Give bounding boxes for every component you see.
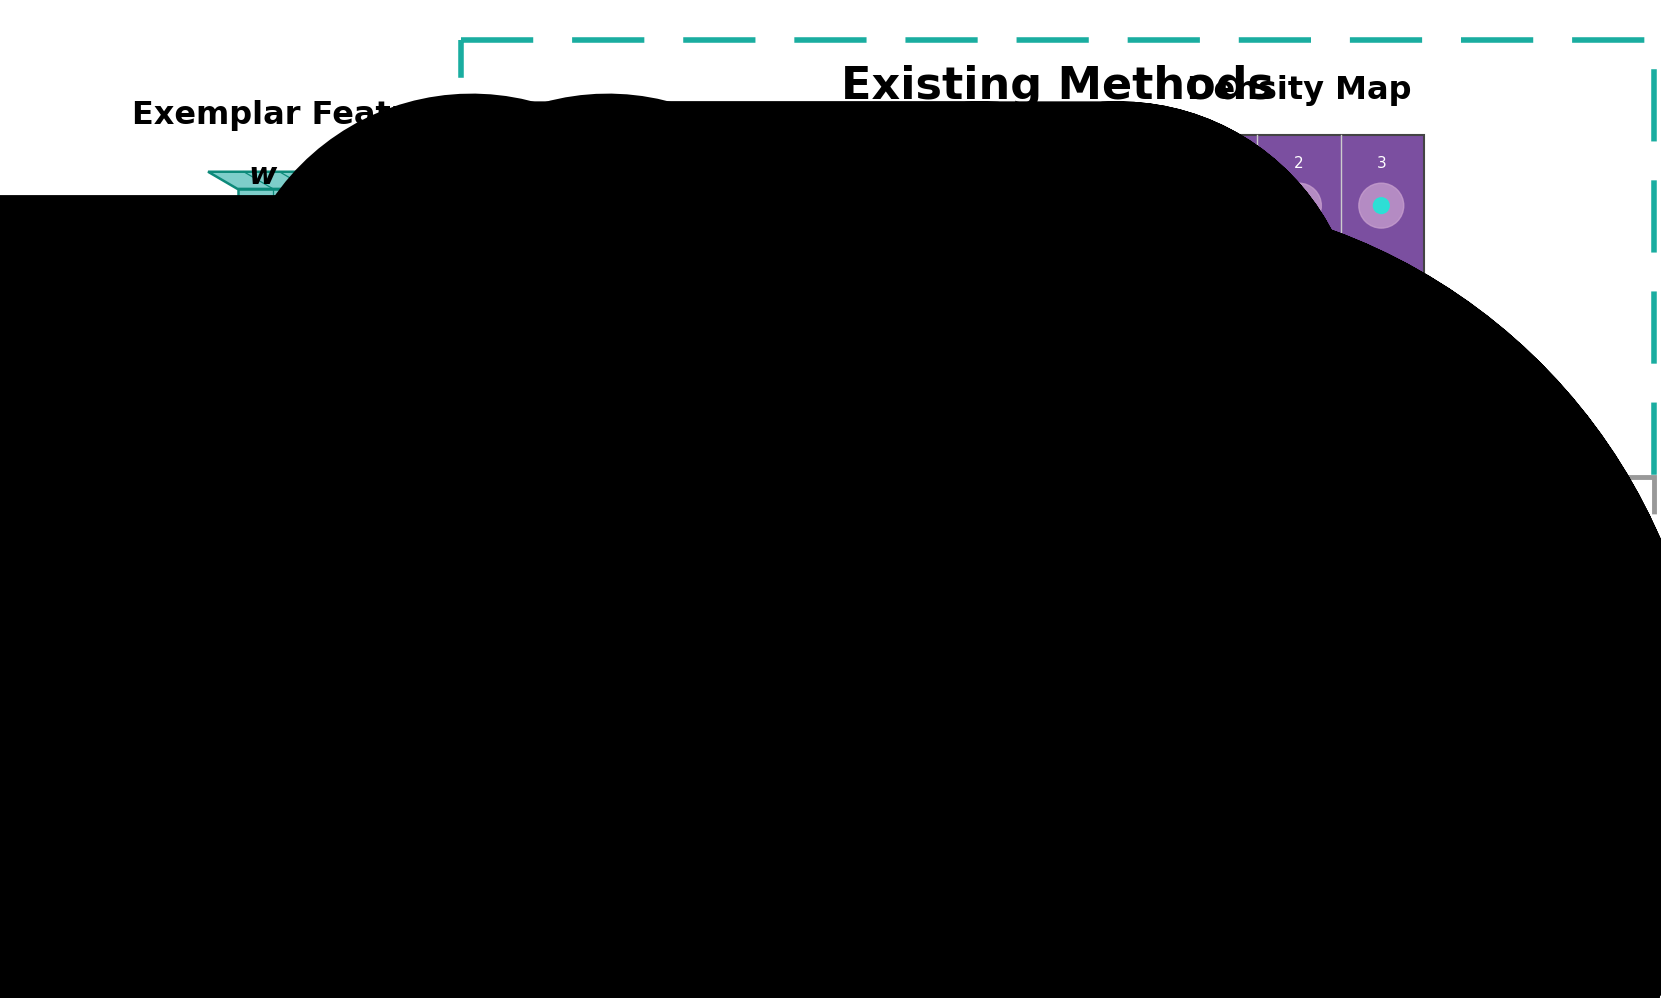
Circle shape bbox=[1191, 721, 1236, 765]
Text: 1: 1 bbox=[1211, 156, 1221, 171]
Polygon shape bbox=[188, 517, 355, 537]
Text: H: H bbox=[839, 782, 860, 808]
Polygon shape bbox=[485, 216, 513, 257]
Text: 4D Map: 4D Map bbox=[870, 940, 1000, 970]
Polygon shape bbox=[864, 699, 947, 891]
Text: Query Feature: Query Feature bbox=[178, 793, 437, 824]
Polygon shape bbox=[875, 282, 909, 474]
Circle shape bbox=[1276, 184, 1322, 229]
Text: h: h bbox=[211, 250, 233, 279]
Circle shape bbox=[1206, 609, 1222, 625]
Text: H: H bbox=[191, 632, 218, 661]
Circle shape bbox=[1276, 721, 1322, 765]
Polygon shape bbox=[223, 537, 355, 755]
Polygon shape bbox=[546, 258, 661, 275]
Circle shape bbox=[1051, 756, 1073, 777]
Polygon shape bbox=[576, 733, 661, 853]
Circle shape bbox=[764, 320, 809, 364]
Polygon shape bbox=[208, 172, 344, 189]
Polygon shape bbox=[631, 716, 661, 853]
FancyBboxPatch shape bbox=[1174, 532, 1423, 813]
Circle shape bbox=[1061, 331, 1083, 353]
Text: w: w bbox=[247, 161, 276, 190]
Text: 1: 1 bbox=[462, 222, 477, 242]
Polygon shape bbox=[870, 264, 909, 474]
Polygon shape bbox=[316, 172, 344, 327]
Circle shape bbox=[1206, 736, 1222, 750]
Polygon shape bbox=[910, 678, 947, 891]
Circle shape bbox=[764, 745, 809, 789]
Text: 4: 4 bbox=[1211, 694, 1221, 709]
Polygon shape bbox=[576, 275, 661, 682]
Text: 3: 3 bbox=[1377, 553, 1387, 568]
Text: Exemplar Feature: Exemplar Feature bbox=[131, 100, 450, 132]
Text: Density Map: Density Map bbox=[1186, 472, 1412, 503]
Text: W: W bbox=[930, 669, 960, 695]
Text: Existing Methods: Existing Methods bbox=[840, 65, 1274, 108]
Circle shape bbox=[1359, 580, 1404, 625]
Text: 3: 3 bbox=[1377, 156, 1387, 171]
Text: pool: pool bbox=[382, 203, 452, 231]
Circle shape bbox=[1108, 756, 1129, 777]
Circle shape bbox=[1206, 338, 1222, 354]
Polygon shape bbox=[631, 258, 661, 682]
Circle shape bbox=[1291, 338, 1307, 354]
Text: 2: 2 bbox=[1294, 553, 1304, 568]
Circle shape bbox=[1359, 184, 1404, 229]
Polygon shape bbox=[546, 716, 661, 733]
Circle shape bbox=[1291, 595, 1307, 611]
Circle shape bbox=[1206, 212, 1222, 228]
Circle shape bbox=[1374, 595, 1389, 611]
Bar bbox=[462, 477, 1654, 916]
Polygon shape bbox=[321, 517, 355, 755]
FancyBboxPatch shape bbox=[1174, 136, 1423, 416]
Text: Our Method: Our Method bbox=[909, 502, 1206, 545]
Text: 1: 1 bbox=[1211, 553, 1221, 568]
Circle shape bbox=[1291, 198, 1307, 214]
Circle shape bbox=[1080, 756, 1101, 777]
Text: 2: 2 bbox=[1294, 156, 1304, 171]
Text: $h \times w$: $h \times w$ bbox=[900, 912, 972, 938]
Text: 5: 5 bbox=[1294, 296, 1304, 311]
Circle shape bbox=[1191, 323, 1236, 368]
Text: cosine: cosine bbox=[817, 310, 907, 334]
Circle shape bbox=[1191, 594, 1236, 639]
Circle shape bbox=[1276, 580, 1322, 625]
Polygon shape bbox=[238, 189, 344, 327]
Text: 4: 4 bbox=[1211, 296, 1221, 311]
Circle shape bbox=[1090, 331, 1111, 353]
Circle shape bbox=[1033, 331, 1055, 353]
Text: H: H bbox=[849, 365, 870, 391]
Text: 2D Map: 2D Map bbox=[857, 497, 987, 526]
Circle shape bbox=[1276, 323, 1322, 368]
Circle shape bbox=[1191, 198, 1236, 243]
Polygon shape bbox=[472, 209, 513, 216]
Bar bbox=[462, 40, 1654, 477]
Polygon shape bbox=[502, 209, 513, 257]
Text: W: W bbox=[917, 251, 947, 277]
Text: 1: 1 bbox=[462, 202, 477, 222]
Polygon shape bbox=[829, 678, 947, 699]
Polygon shape bbox=[835, 264, 909, 282]
Text: 5: 5 bbox=[1294, 694, 1304, 709]
Text: cosine: cosine bbox=[817, 736, 907, 759]
Text: Density Map: Density Map bbox=[1186, 75, 1412, 107]
Text: W: W bbox=[266, 503, 299, 532]
Circle shape bbox=[1291, 736, 1307, 750]
Circle shape bbox=[1374, 198, 1389, 214]
